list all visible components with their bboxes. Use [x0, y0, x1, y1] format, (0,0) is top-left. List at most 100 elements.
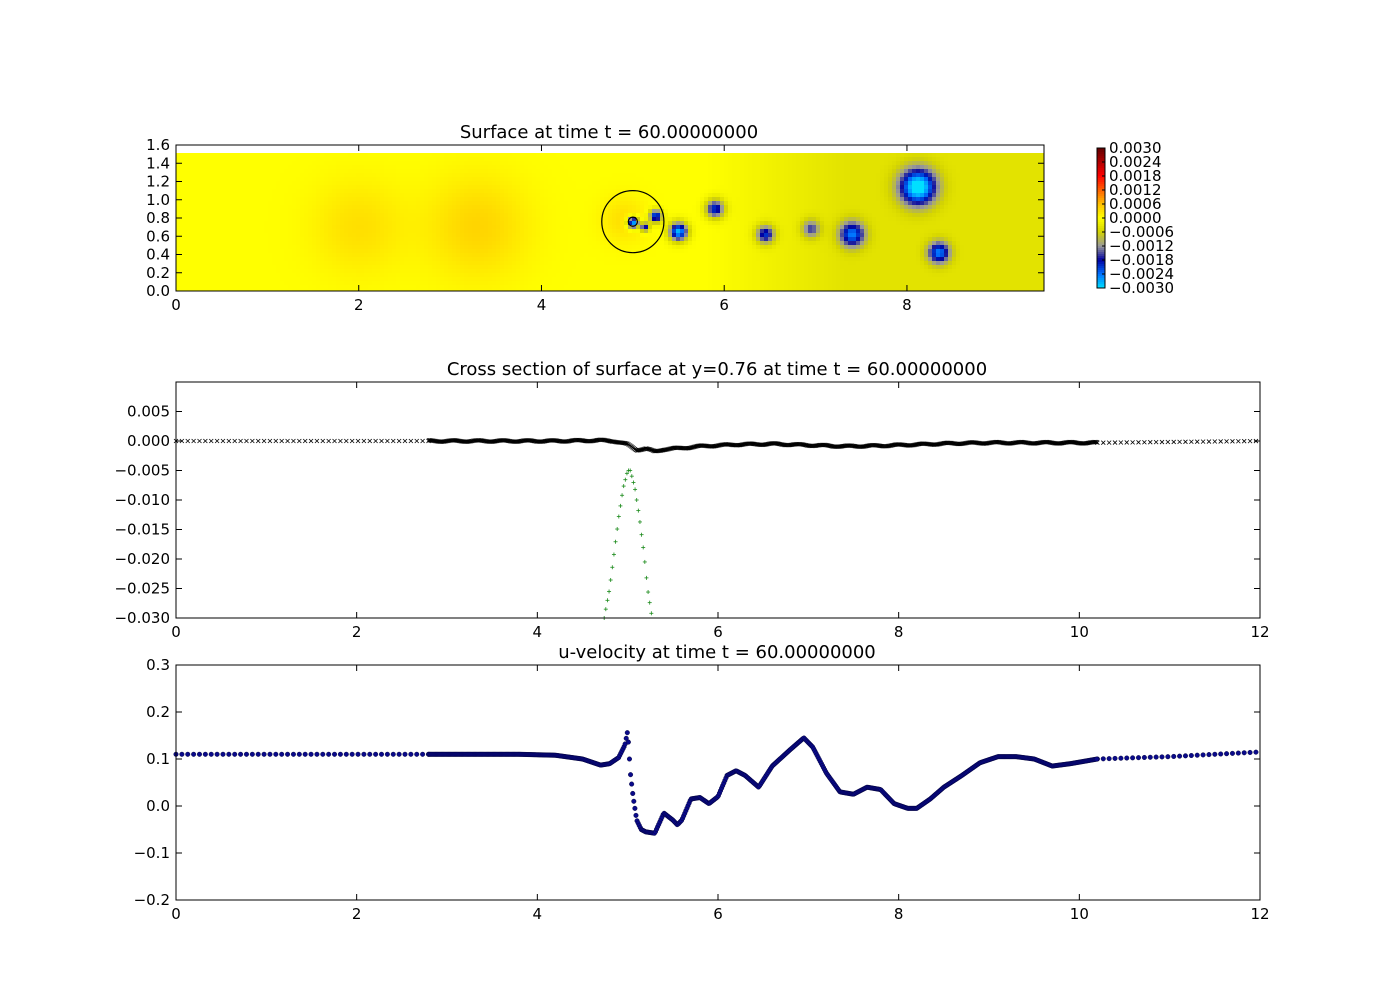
- heatmap-cell: [600, 229, 605, 234]
- heatmap-cell: [564, 237, 569, 242]
- heatmap-cell: [660, 169, 665, 174]
- heatmap-cell: [780, 221, 785, 226]
- heatmap-cell: [504, 181, 509, 186]
- heatmap-cell: [692, 157, 697, 162]
- heatmap-cell: [448, 197, 453, 202]
- heatmap-cell: [784, 237, 789, 242]
- heatmap-cell: [244, 201, 249, 206]
- heatmap-cell: [396, 201, 401, 206]
- heatmap-cell: [932, 157, 937, 162]
- heatmap-cell: [224, 197, 229, 202]
- heatmap-cell: [508, 157, 513, 162]
- heatmap-cell: [412, 181, 417, 186]
- heatmap-cell: [184, 221, 189, 226]
- heatmap-cell: [356, 241, 361, 246]
- heatmap-cell: [716, 177, 721, 182]
- heatmap-cell: [1016, 189, 1021, 194]
- heatmap-cell: [888, 221, 893, 226]
- heatmap-cell: [716, 217, 721, 222]
- heatmap-cell: [476, 201, 481, 206]
- heatmap-cell: [184, 209, 189, 214]
- heatmap-cell: [332, 209, 337, 214]
- heatmap-cell: [256, 173, 261, 178]
- heatmap-cell: [860, 173, 865, 178]
- heatmap-cell: [644, 241, 649, 246]
- heatmap-cell: [956, 157, 961, 162]
- heatmap-cell: [200, 201, 205, 206]
- heatmap-cell: [572, 221, 577, 226]
- heatmap-cell: [852, 229, 857, 234]
- heatmap-cell: [620, 189, 625, 194]
- heatmap-cell: [1028, 209, 1033, 214]
- heatmap-cell: [520, 193, 525, 198]
- heatmap-cell: [856, 237, 861, 242]
- heatmap-cell: [424, 157, 429, 162]
- heatmap-cell: [676, 201, 681, 206]
- heatmap-cell: [752, 233, 757, 238]
- heatmap-cell: [828, 193, 833, 198]
- heatmap-cell: [252, 189, 257, 194]
- heatmap-cell: [1020, 229, 1025, 234]
- heatmap-cell: [204, 221, 209, 226]
- heatmap-cell: [544, 201, 549, 206]
- heatmap-cell: [876, 221, 881, 226]
- heatmap-cell: [564, 177, 569, 182]
- heatmap-cell: [424, 173, 429, 178]
- heatmap-cell: [760, 205, 765, 210]
- heatmap-cell: [252, 169, 257, 174]
- heatmap-cell: [988, 189, 993, 194]
- heatmap-cell: [276, 189, 281, 194]
- heatmap-cell: [428, 237, 433, 242]
- heatmap-cell: [344, 221, 349, 226]
- heatmap-cell: [432, 153, 437, 158]
- heatmap-cell: [848, 173, 853, 178]
- heatmap-cell: [956, 197, 961, 202]
- heatmap-cell: [220, 177, 225, 182]
- heatmap-cell: [520, 165, 525, 170]
- heatmap-cell: [1004, 193, 1009, 198]
- heatmap-cell: [216, 221, 221, 226]
- heatmap-cell: [300, 209, 305, 214]
- heatmap-cell: [348, 161, 353, 166]
- heatmap-cell: [412, 241, 417, 246]
- heatmap-cell: [740, 173, 745, 178]
- heatmap-cell: [200, 165, 205, 170]
- heatmap-cell: [948, 241, 953, 246]
- heatmap-cell: [728, 161, 733, 166]
- heatmap-cell: [888, 241, 893, 246]
- heatmap-cell: [484, 217, 489, 222]
- heatmap-cell: [244, 177, 249, 182]
- heatmap-cell: [444, 225, 449, 230]
- heatmap-cell: [428, 165, 433, 170]
- heatmap-cell: [696, 213, 701, 218]
- heatmap-cell: [428, 221, 433, 226]
- heatmap-cell: [564, 189, 569, 194]
- heatmap-cell: [380, 237, 385, 242]
- heatmap-cell: [676, 233, 681, 238]
- heatmap-cell: [520, 209, 525, 214]
- heatmap-cell: [384, 237, 389, 242]
- heatmap-cell: [708, 197, 713, 202]
- heatmap-cell: [180, 153, 185, 158]
- heatmap-cell: [196, 225, 201, 230]
- heatmap-cell: [700, 181, 705, 186]
- heatmap-cell: [764, 161, 769, 166]
- heatmap-cell: [368, 233, 373, 238]
- heatmap-cell: [928, 197, 933, 202]
- heatmap-cell: [712, 241, 717, 246]
- heatmap-cell: [540, 181, 545, 186]
- heatmap-cell: [696, 209, 701, 214]
- heatmap-cell: [368, 225, 373, 230]
- heatmap-cell: [888, 189, 893, 194]
- heatmap-cell: [928, 205, 933, 210]
- heatmap-cell: [504, 189, 509, 194]
- heatmap-cell: [756, 165, 761, 170]
- heatmap-cell: [564, 181, 569, 186]
- heatmap-cell: [796, 233, 801, 238]
- heatmap-cell: [372, 205, 377, 210]
- heatmap-cell: [820, 165, 825, 170]
- heatmap-cell: [364, 213, 369, 218]
- heatmap-cell: [572, 233, 577, 238]
- heatmap-cell: [660, 217, 665, 222]
- heatmap-cell: [328, 209, 333, 214]
